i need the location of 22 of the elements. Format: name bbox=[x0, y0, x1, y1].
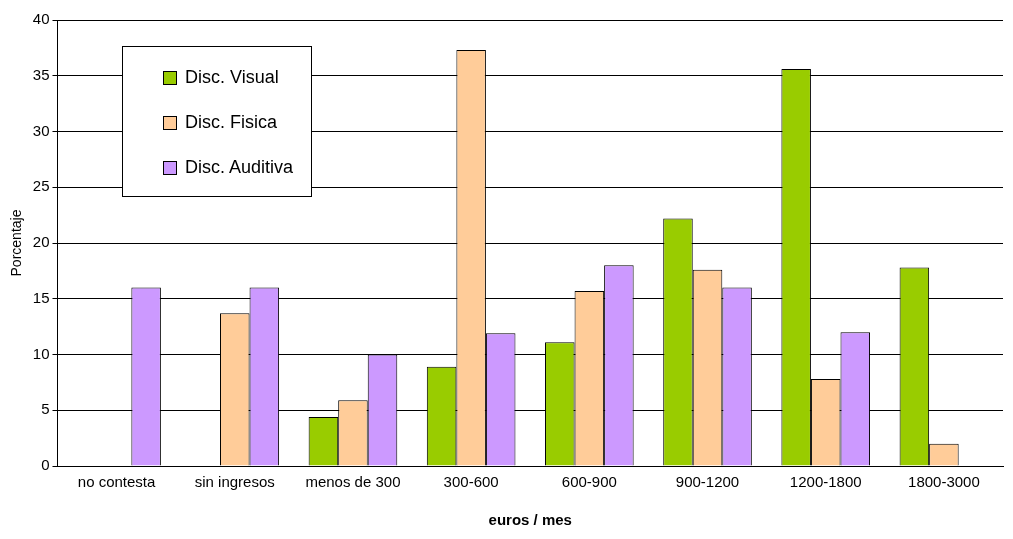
y-tick-label: 0 bbox=[41, 456, 50, 474]
legend-label: Disc. Fisica bbox=[185, 112, 278, 133]
y-tick-label: 35 bbox=[32, 65, 50, 83]
x-axis-title: euros / mes bbox=[488, 511, 572, 529]
x-tick-label: no contesta bbox=[77, 473, 157, 491]
y-tick-label: 5 bbox=[41, 400, 50, 418]
x-tick-label: 300-600 bbox=[443, 473, 499, 491]
x-tick-label: 900-1200 bbox=[675, 473, 740, 491]
x-tick-label: sin ingresos bbox=[194, 473, 275, 491]
legend-label: Disc. Auditiva bbox=[185, 157, 294, 178]
y-tick-label: 10 bbox=[32, 344, 50, 362]
y-axis-title: Porcentaje bbox=[8, 209, 25, 277]
y-tick-label: 25 bbox=[32, 177, 50, 195]
y-tick-label: 20 bbox=[32, 233, 50, 251]
x-tick-label: 1200-1800 bbox=[789, 473, 862, 491]
y-tick-label: 40 bbox=[32, 10, 50, 28]
y-tick-label: 15 bbox=[32, 288, 50, 306]
x-tick-label: 600-900 bbox=[561, 473, 617, 491]
x-tick-label: 1800-3000 bbox=[908, 473, 980, 491]
y-tick-label: 30 bbox=[32, 121, 50, 139]
x-tick-label: menos de 300 bbox=[305, 473, 401, 491]
legend-label: Disc. Visual bbox=[185, 67, 279, 88]
